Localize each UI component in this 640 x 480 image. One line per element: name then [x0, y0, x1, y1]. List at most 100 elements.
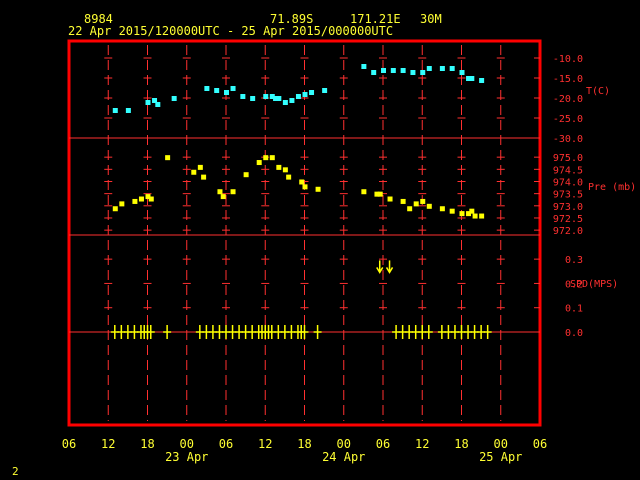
- pres-point: [220, 194, 226, 200]
- temp-axis-label: T(C): [586, 86, 610, 97]
- x-hour-label: 12: [415, 437, 429, 451]
- pres-point: [148, 196, 154, 202]
- pres-point: [243, 172, 249, 178]
- temp-point: [152, 98, 158, 103]
- pres-point: [145, 194, 151, 200]
- x-hour-label: 00: [180, 437, 194, 451]
- temp-point: [459, 70, 465, 75]
- temp-point: [390, 68, 396, 73]
- pres-point: [374, 191, 380, 197]
- y-tick-label: 975.0: [553, 153, 583, 164]
- x-hour-label: 06: [62, 437, 76, 451]
- x-day-label: 23 Apr: [165, 450, 208, 464]
- temp-point: [263, 94, 269, 99]
- temp-point: [469, 76, 475, 81]
- pres-point: [197, 164, 203, 170]
- x-hour-label: 12: [258, 437, 272, 451]
- temp-point: [400, 68, 406, 73]
- wind-arrow-head: [376, 267, 384, 274]
- x-hour-label: 06: [219, 437, 233, 451]
- pres-point: [286, 174, 292, 180]
- temp-point: [295, 94, 301, 99]
- y-tick-label: -10.0: [553, 54, 583, 65]
- y-tick-label: 973.0: [553, 202, 583, 213]
- pres-point: [420, 198, 426, 204]
- wind-arrow-head: [385, 267, 394, 274]
- pres-point: [387, 196, 393, 202]
- temp-point: [145, 100, 151, 105]
- temp-point: [240, 94, 246, 99]
- temp-point: [250, 96, 256, 101]
- pres-point: [426, 203, 432, 209]
- temp-point: [361, 64, 367, 69]
- temp-point: [125, 108, 131, 113]
- temp-point: [224, 90, 229, 95]
- temp-point: [479, 78, 485, 83]
- pres-point: [256, 160, 262, 166]
- pres-point: [269, 155, 275, 161]
- pres-point: [138, 196, 144, 202]
- temp-point: [322, 88, 328, 93]
- x-hour-label: 00: [337, 437, 351, 451]
- pres-point: [112, 206, 118, 212]
- temp-point: [426, 66, 432, 71]
- pres-point: [282, 167, 288, 173]
- y-tick-label: 0.2: [565, 279, 583, 290]
- header-longitude: 171.21E: [350, 12, 401, 26]
- temp-point: [410, 70, 416, 75]
- x-hour-label: 18: [297, 437, 311, 451]
- wind-axis-label: SPD(MPS): [570, 279, 618, 290]
- y-tick-label: 0.3: [565, 255, 583, 266]
- temp-point: [282, 100, 288, 105]
- pres-point: [472, 213, 478, 219]
- header-station-id: 8984: [84, 12, 113, 26]
- y-tick-label: 0.1: [565, 304, 583, 315]
- pres-point: [276, 164, 282, 170]
- y-tick-label: -25.0: [553, 114, 583, 125]
- y-tick-label: -20.0: [553, 94, 583, 105]
- pres-point: [165, 155, 171, 161]
- y-tick-label: 974.5: [553, 165, 583, 176]
- y-tick-label: -15.0: [553, 74, 583, 85]
- pres-point: [479, 213, 485, 219]
- pres-point: [469, 208, 475, 214]
- pres-point: [413, 201, 419, 207]
- pres-point: [299, 179, 305, 185]
- header-time-range: 22 Apr 2015/120000UTC - 25 Apr 2015/0000…: [68, 24, 394, 38]
- temp-point: [466, 76, 472, 81]
- footer-page-number: 2: [12, 465, 19, 478]
- pres-point: [459, 211, 465, 217]
- pres-point: [439, 206, 445, 212]
- pres-point: [302, 184, 308, 190]
- y-tick-label: -30.0: [553, 134, 583, 145]
- x-hour-label: 12: [101, 437, 115, 451]
- pres-point: [191, 169, 197, 175]
- x-hour-label: 06: [533, 437, 547, 451]
- pres-point: [449, 208, 455, 214]
- pres-point: [132, 198, 138, 204]
- temp-point: [155, 102, 161, 107]
- pres-point: [119, 201, 125, 207]
- y-tick-label: 974.0: [553, 177, 583, 188]
- x-hour-label: 06: [376, 437, 390, 451]
- plot-frame: [67, 39, 542, 427]
- temp-point: [302, 92, 308, 97]
- temp-point: [214, 88, 220, 93]
- temp-point: [276, 96, 282, 101]
- pres-point: [361, 189, 367, 195]
- temp-point: [309, 90, 315, 95]
- pres-point: [407, 206, 413, 212]
- temp-point: [381, 68, 386, 73]
- pres-point: [377, 191, 383, 197]
- temp-point: [420, 70, 426, 75]
- x-day-label: 24 Apr: [322, 450, 365, 464]
- temp-point: [439, 66, 445, 71]
- x-day-label: 25 Apr: [479, 450, 522, 464]
- x-hour-label: 18: [454, 437, 468, 451]
- y-tick-label: 972.0: [553, 226, 583, 237]
- pres-point: [217, 189, 223, 195]
- header-elevation: 30M: [420, 12, 442, 26]
- y-tick-label: 0.0: [565, 328, 583, 339]
- pres-point: [230, 189, 236, 195]
